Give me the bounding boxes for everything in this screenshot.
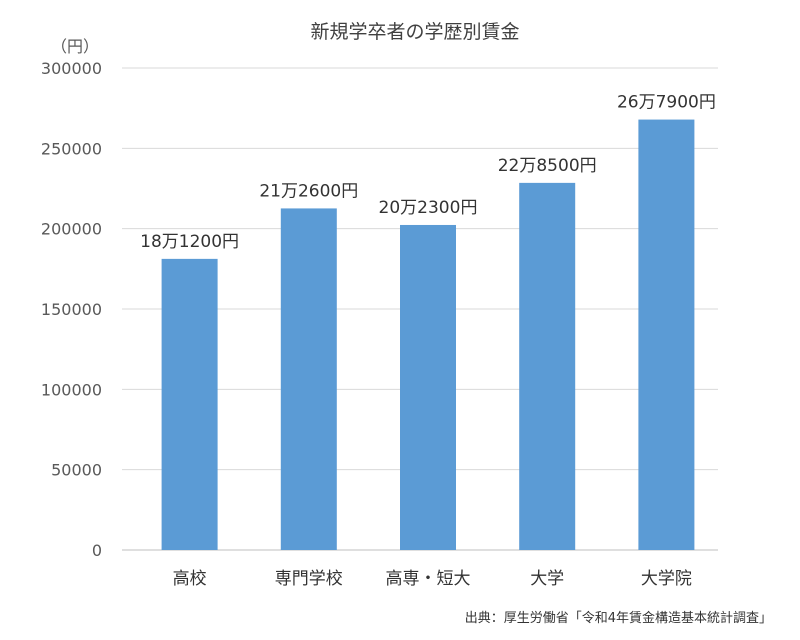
x-axis-ticks: 高校 専門学校 高専・短大 大学 大学院 [173,569,692,589]
x-tick-label: 大学 [530,569,564,589]
data-labels: 18万1200円 21万2600円 20万2300円 22万8500円 26万7900円 [140,93,716,252]
bar [280,208,337,550]
bars [161,119,695,551]
y-axis-ticks: 0 50000 100000 150000 200000 250000 300000 [41,59,102,560]
y-tick-label: 150000 [41,300,102,319]
x-tick-label: 大学院 [641,569,692,589]
x-tick-label: 専門学校 [275,569,343,589]
y-tick-label: 200000 [41,220,102,239]
y-tick-label: 300000 [41,59,102,78]
data-label: 20万2300円 [379,198,478,218]
source-note: 出典：厚生労働省「令和4年賃金構造基本統計調査」 [465,610,772,626]
bar [400,224,456,551]
data-label: 18万1200円 [140,232,239,252]
chart-title: 新規学卒者の学歴別賃金 [310,21,519,43]
x-tick-label: 高校 [173,569,207,589]
y-tick-label: 100000 [41,380,102,399]
data-label: 22万8500円 [498,156,597,176]
bar [161,258,218,550]
bar [638,119,695,550]
x-tick-label: 高専・短大 [386,569,471,589]
y-tick-label: 0 [92,541,102,560]
data-label: 21万2600円 [259,181,358,201]
y-tick-label: 250000 [41,139,102,158]
y-tick-label: 50000 [51,461,102,480]
bar [519,182,576,551]
data-label: 26万7900円 [617,93,716,113]
y-axis-unit-label: （円） [51,37,99,56]
